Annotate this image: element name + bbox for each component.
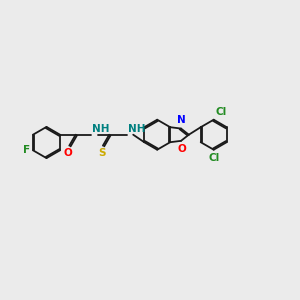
Text: F: F bbox=[23, 145, 31, 155]
Text: S: S bbox=[98, 148, 106, 158]
Text: Cl: Cl bbox=[208, 153, 219, 163]
Text: Cl: Cl bbox=[215, 107, 226, 117]
Text: O: O bbox=[177, 145, 186, 154]
Text: O: O bbox=[64, 148, 73, 158]
Text: NH: NH bbox=[128, 124, 145, 134]
Text: NH: NH bbox=[92, 124, 110, 134]
Text: N: N bbox=[177, 115, 186, 125]
